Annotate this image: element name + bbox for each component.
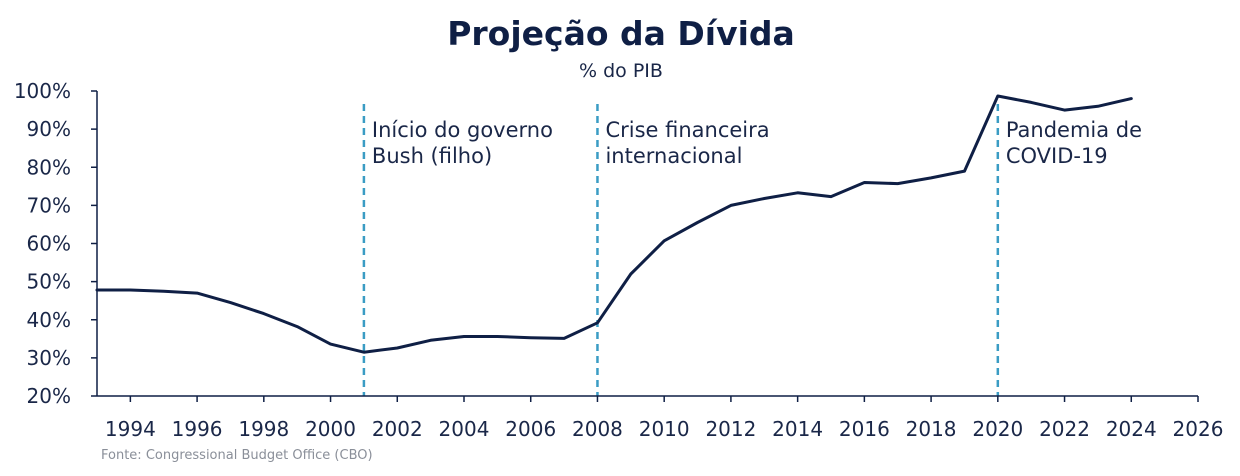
event-annotation: internacional — [605, 144, 742, 168]
x-tick-label: 2010 — [639, 417, 690, 441]
y-tick-label: 20% — [27, 384, 71, 408]
x-tick-label: 2020 — [972, 417, 1023, 441]
y-tick-label: 100% — [14, 79, 71, 103]
event-annotation: Bush (filho) — [372, 144, 492, 168]
x-tick-label: 1998 — [238, 417, 289, 441]
x-axis-ticks: 1994 1996 1998 2000 2002 2004 2006 2008 2010 2012… — [105, 396, 1224, 441]
x-tick-label: 2024 — [1106, 417, 1157, 441]
y-axis-ticks: 20% 30% 40% 50% 60% 70% 80% 90% 100% — [14, 79, 97, 408]
chart-title: Projeção da Dívida — [447, 14, 795, 53]
x-tick-label: 2018 — [906, 417, 957, 441]
event-annotation: Crise financeira — [605, 118, 769, 142]
x-tick-label: 2002 — [372, 417, 423, 441]
x-tick-label: 1996 — [172, 417, 223, 441]
x-tick-label: 1994 — [105, 417, 156, 441]
y-tick-label: 70% — [27, 193, 71, 217]
x-tick-label: 2022 — [1039, 417, 1090, 441]
x-tick-label: 2026 — [1173, 417, 1224, 441]
chart-subtitle: % do PIB — [579, 60, 663, 82]
y-tick-label: 60% — [27, 232, 71, 256]
y-tick-label: 90% — [27, 117, 71, 141]
x-tick-label: 2012 — [705, 417, 756, 441]
x-tick-label: 2014 — [772, 417, 823, 441]
x-tick-label: 2008 — [572, 417, 623, 441]
event-annotation: COVID-19 — [1006, 144, 1108, 168]
y-tick-label: 40% — [27, 308, 71, 332]
x-tick-label: 2000 — [305, 417, 356, 441]
y-tick-label: 50% — [27, 270, 71, 294]
x-tick-label: 2016 — [839, 417, 890, 441]
event-annotation: Início do governo — [372, 118, 553, 142]
y-tick-label: 80% — [27, 155, 71, 179]
y-tick-label: 30% — [27, 346, 71, 370]
event-annotation: Pandemia de — [1006, 118, 1142, 142]
source-note: Fonte: Congressional Budget Office (CBO) — [101, 448, 373, 463]
x-tick-label: 2004 — [439, 417, 490, 441]
x-tick-label: 2006 — [505, 417, 556, 441]
